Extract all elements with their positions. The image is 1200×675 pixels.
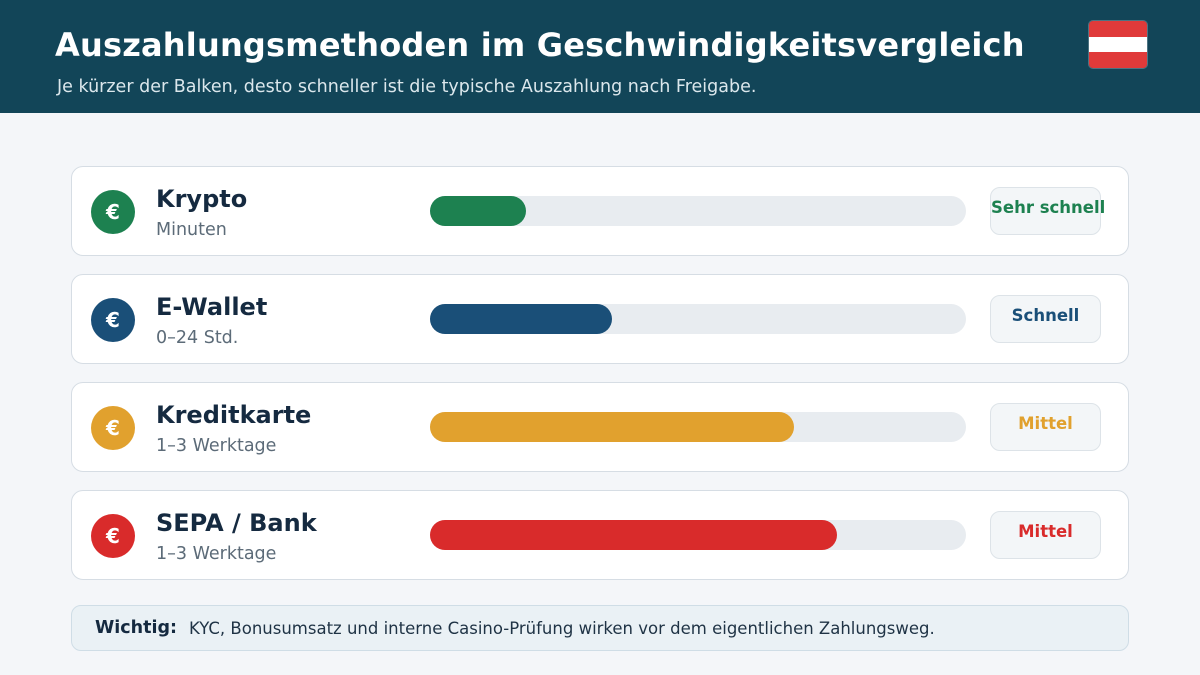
method-card: € E-Wallet 0–24 Std. Schnell	[71, 274, 1129, 364]
page-subtitle: Je kürzer der Balken, desto schneller is…	[57, 77, 757, 97]
speed-bar	[430, 304, 613, 334]
page-title: Auszahlungsmethoden im Geschwindigkeitsv…	[55, 26, 1025, 64]
method-payout-time: Minuten	[156, 220, 227, 240]
header-banner: Auszahlungsmethoden im Geschwindigkeitsv…	[0, 0, 1200, 113]
method-payout-time: 1–3 Werktage	[156, 544, 277, 564]
speed-badge: Schnell	[990, 295, 1101, 343]
speed-bar-track	[430, 196, 966, 226]
euro-coin-icon: €	[91, 190, 135, 234]
note-text: KYC, Bonusumsatz und interne Casino-Prüf…	[189, 619, 935, 638]
speed-bar-track	[430, 304, 966, 334]
speed-badge: Sehr schnell	[990, 187, 1105, 235]
method-name: E-Wallet	[156, 293, 268, 321]
speed-bar-track	[430, 520, 966, 550]
speed-badge: Mittel	[990, 511, 1101, 559]
speed-bar-track	[430, 412, 966, 442]
important-note: Wichtig: KYC, Bonusumsatz und interne Ca…	[71, 605, 1129, 651]
flag-stripe-top	[1089, 21, 1147, 37]
euro-coin-icon: €	[91, 298, 135, 342]
flag-stripe-middle	[1089, 36, 1147, 53]
flag-stripe-bottom	[1089, 52, 1147, 68]
speed-bar	[430, 520, 838, 550]
speed-badge: Mittel	[990, 403, 1101, 451]
method-card: € Krypto Minuten Sehr schnell	[71, 166, 1129, 256]
method-name: SEPA / Bank	[156, 509, 317, 537]
method-payout-time: 0–24 Std.	[156, 328, 239, 348]
euro-coin-icon: €	[91, 406, 135, 450]
note-label: Wichtig:	[95, 618, 178, 638]
method-card: € Kreditkarte 1–3 Werktage Mittel	[71, 382, 1129, 472]
austria-flag-icon	[1089, 21, 1147, 68]
method-payout-time: 1–3 Werktage	[156, 436, 277, 456]
speed-bar	[430, 412, 795, 442]
method-card: € SEPA / Bank 1–3 Werktage Mittel	[71, 490, 1129, 580]
method-name: Krypto	[156, 185, 248, 213]
euro-coin-icon: €	[91, 514, 135, 558]
speed-bar	[430, 196, 527, 226]
method-name: Kreditkarte	[156, 401, 312, 429]
